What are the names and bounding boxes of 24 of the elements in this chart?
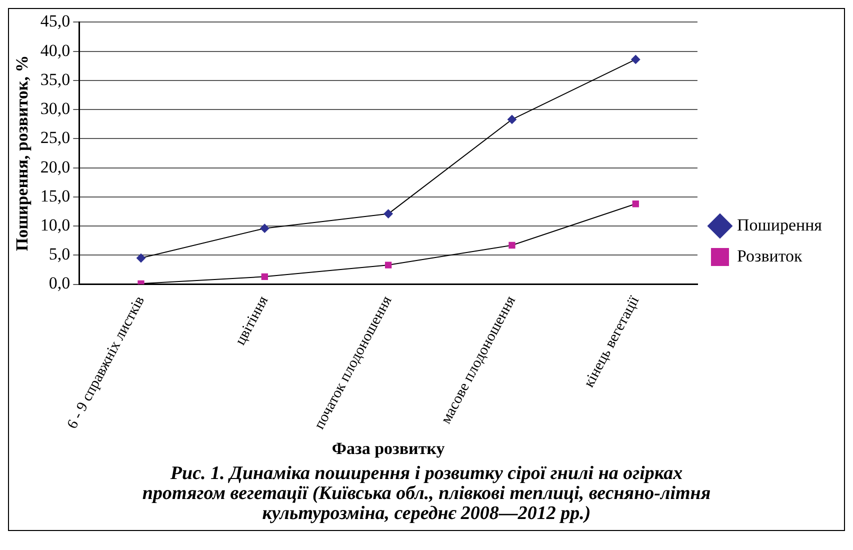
x-axis-title: Фаза розвитку [332,439,446,458]
point [260,224,270,233]
y-tick-label: 40,0 [40,40,70,60]
y-tick-label: 45,0 [40,12,70,31]
y-tick-label: 10,0 [40,215,70,234]
y-tick-label: 20,0 [40,157,70,176]
point [508,242,516,249]
point [261,273,268,280]
y-tick-label: 35,0 [40,70,70,89]
y-tick-label: 30,0 [40,99,70,118]
point [136,254,146,263]
point [631,54,640,64]
y-tick-label: 0,0 [48,274,70,293]
y-axis-title: Поширення, розвиток, % [12,55,32,252]
point [632,200,639,208]
point [384,262,392,268]
point [384,209,393,218]
point [507,114,516,124]
y-tick-label: 15,0 [40,186,70,206]
y-tick-label: 5,0 [48,244,70,264]
y-tick-label: 25,0 [40,128,70,148]
legend-label: Поширення [736,215,822,234]
legend-label: Розвиток [736,246,804,266]
text: Рис. 1. Динаміка поширення і розвитку сірої гнилі на огірках протягом вегетації (Київська обл., плівкові теплиці, весняно-літня культурозміна, середнє 2008—2012 рр.) [141,463,712,524]
